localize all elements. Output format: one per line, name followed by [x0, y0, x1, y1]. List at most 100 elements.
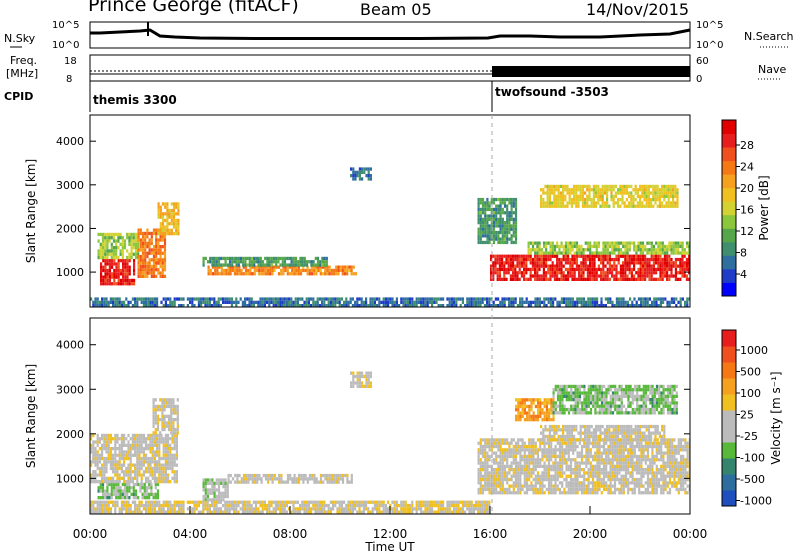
data-cell	[248, 500, 251, 504]
data-cell	[481, 454, 485, 459]
data-cell	[299, 297, 302, 301]
data-cell	[506, 204, 509, 208]
data-cell	[514, 451, 518, 455]
data-cell	[134, 304, 137, 307]
data-cell	[674, 261, 677, 265]
data-cell	[644, 254, 647, 258]
data-cell	[136, 440, 139, 444]
data-cell	[255, 510, 258, 514]
data-cell	[209, 260, 212, 264]
data-cell	[108, 268, 111, 273]
data-cell	[134, 255, 138, 260]
data-cell	[191, 510, 194, 514]
data-cell	[679, 300, 682, 304]
data-cell	[105, 463, 108, 467]
data-cell	[140, 466, 143, 471]
data-cell	[90, 510, 93, 514]
data-cell	[321, 300, 324, 304]
data-cell	[621, 194, 624, 198]
data-cell	[170, 202, 173, 206]
data-cell	[159, 228, 162, 232]
data-cell	[495, 234, 498, 238]
data-cell	[155, 268, 158, 272]
data-cell	[285, 510, 288, 514]
data-cell	[241, 503, 244, 508]
data-cell	[540, 274, 543, 278]
data-cell	[153, 463, 156, 467]
data-cell	[516, 254, 519, 258]
data-cell	[492, 468, 496, 472]
data-cell	[231, 265, 234, 269]
data-cell	[307, 510, 310, 514]
data-cell	[641, 191, 644, 195]
data-cell	[461, 503, 464, 508]
data-cell	[293, 480, 296, 484]
data-cell	[224, 485, 227, 489]
data-cell	[235, 300, 238, 304]
data-cell	[538, 251, 541, 255]
data-cell	[154, 421, 157, 425]
data-cell	[343, 300, 346, 304]
data-cell	[558, 264, 561, 268]
data-cell	[167, 401, 171, 405]
data-cell	[124, 265, 127, 269]
data-cell	[235, 260, 238, 264]
data-cell	[531, 244, 535, 249]
data-cell	[337, 272, 340, 276]
data-cell	[584, 248, 587, 252]
data-cell	[519, 481, 522, 485]
data-cell	[308, 473, 312, 478]
data-cell	[666, 271, 669, 275]
data-cell	[486, 201, 489, 205]
data-cell	[523, 267, 526, 272]
data-cell	[569, 267, 572, 272]
data-cell	[150, 492, 153, 496]
data-cell	[510, 474, 513, 478]
data-cell	[115, 246, 118, 250]
data-cell	[547, 444, 551, 449]
data-cell	[231, 268, 234, 273]
data-cell	[250, 260, 254, 264]
data-cell	[157, 268, 160, 272]
data-cell	[107, 447, 110, 451]
data-cell	[155, 251, 158, 255]
data-cell	[329, 304, 332, 307]
data-cell	[624, 300, 627, 304]
data-cell	[156, 503, 159, 508]
data-cell	[532, 300, 535, 304]
data-cell	[674, 204, 677, 208]
data-cell	[354, 503, 357, 508]
data-cell	[339, 473, 342, 478]
data-cell	[508, 214, 511, 218]
data-cell	[132, 489, 135, 493]
data-cell	[161, 261, 164, 265]
data-cell	[118, 476, 121, 480]
data-cell	[314, 256, 317, 261]
data-cell	[358, 378, 361, 382]
data-cell	[259, 297, 262, 301]
data-cell	[586, 274, 589, 278]
data-cell	[626, 244, 629, 249]
data-cell	[556, 300, 559, 304]
data-cell	[241, 507, 244, 511]
data-cell	[253, 256, 256, 261]
data-cell	[369, 167, 372, 171]
data-cell	[424, 507, 427, 511]
data-cell	[132, 242, 135, 246]
data-cell	[94, 450, 97, 454]
data-cell	[534, 464, 537, 468]
data-cell	[106, 482, 109, 487]
data-cell	[104, 239, 107, 243]
data-cell	[173, 456, 176, 461]
data-cell	[677, 241, 680, 245]
data-cell	[466, 297, 469, 301]
data-cell	[499, 207, 502, 212]
data-cell	[363, 384, 366, 388]
data-cell	[674, 257, 677, 262]
data-cell	[499, 214, 502, 218]
data-cell	[233, 500, 236, 504]
data-cell	[581, 184, 584, 189]
data-cell	[629, 304, 632, 307]
data-cell	[160, 507, 163, 511]
data-cell	[115, 262, 118, 266]
